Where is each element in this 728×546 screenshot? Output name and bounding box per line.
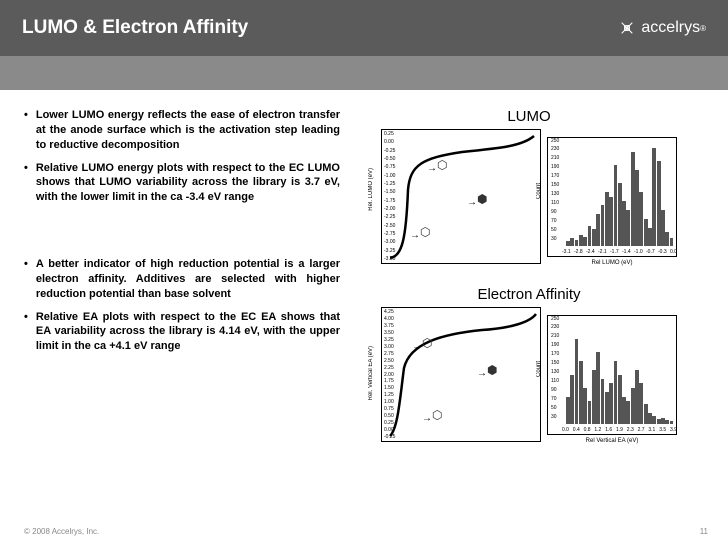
- bullet-item: A better indicator of high reduction pot…: [24, 257, 340, 302]
- bullet-item: Lower LUMO energy reflects the ease of e…: [24, 108, 340, 153]
- subheader-bar: [0, 56, 728, 90]
- page-number: 11: [700, 527, 708, 536]
- ea-charts: Rel. Vertical EA (eV)4.254.003.753.503.2…: [354, 307, 704, 442]
- slide-title: LUMO & Electron Affinity: [22, 17, 248, 39]
- lumo-chart-block: LUMO Rel. LUMO (eV)0.250.00-0.25-0.50-0.…: [354, 108, 704, 264]
- header-bar: LUMO & Electron Affinity accelrys®: [0, 0, 728, 56]
- text-column: Lower LUMO energy reflects the ease of e…: [24, 108, 354, 464]
- ea-hist-chart: Count250230210190170150130110907050300.0…: [547, 315, 677, 435]
- spiral-icon: [617, 18, 637, 38]
- logo-text: accelrys: [641, 19, 700, 37]
- bullet-text: Relative EA plots with respect to the EC…: [36, 310, 340, 355]
- bullet-group-top: Lower LUMO energy reflects the ease of e…: [24, 108, 340, 205]
- ea-line-chart: Rel. Vertical EA (eV)4.254.003.753.503.2…: [381, 307, 541, 442]
- lumo-line-chart: Rel. LUMO (eV)0.250.00-0.25-0.50-0.75-1.…: [381, 129, 541, 264]
- bullet-item: Relative EA plots with respect to the EC…: [24, 310, 340, 355]
- bullet-text: Lower LUMO energy reflects the ease of e…: [36, 108, 340, 153]
- chart-column: LUMO Rel. LUMO (eV)0.250.00-0.25-0.50-0.…: [354, 108, 704, 464]
- lumo-charts: Rel. LUMO (eV)0.250.00-0.25-0.50-0.75-1.…: [354, 129, 704, 264]
- ea-chart-block: Electron Affinity Rel. Vertical EA (eV)4…: [354, 286, 704, 442]
- ea-title: Electron Affinity: [354, 286, 704, 303]
- bullet-group-bottom: A better indicator of high reduction pot…: [24, 257, 340, 354]
- bullet-text: Relative LUMO energy plots with respect …: [36, 161, 340, 206]
- lumo-title: LUMO: [354, 108, 704, 125]
- bullet-text: A better indicator of high reduction pot…: [36, 257, 340, 302]
- content-area: Lower LUMO energy reflects the ease of e…: [0, 90, 728, 464]
- company-logo: accelrys®: [617, 18, 706, 38]
- bullet-item: Relative LUMO energy plots with respect …: [24, 161, 340, 206]
- copyright-footer: © 2008 Accelrys, Inc.: [24, 527, 99, 536]
- lumo-hist-chart: Count25023021019017015013011090705030-3.…: [547, 137, 677, 257]
